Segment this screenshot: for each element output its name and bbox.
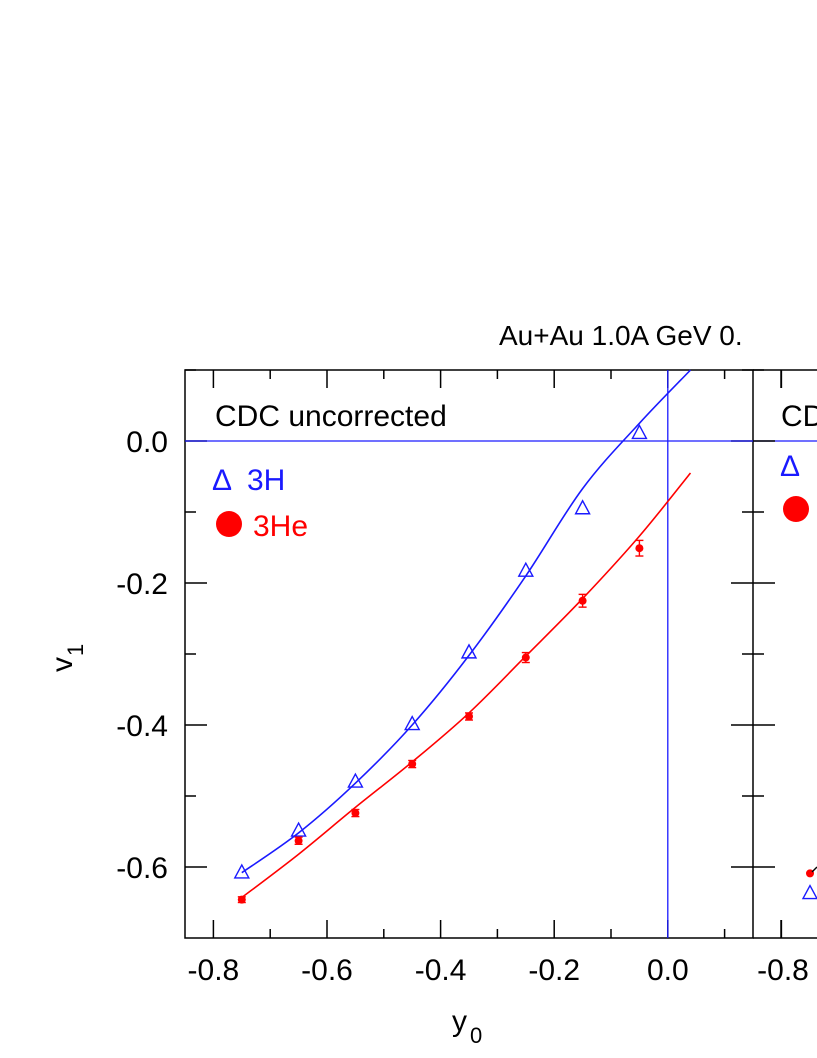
data-point-3H — [404, 715, 421, 731]
x-axis-label: y 0 — [452, 1005, 482, 1048]
x-tick-label: -0.4 — [415, 954, 467, 987]
data-point-3He — [294, 836, 303, 845]
data-point-3He — [408, 760, 417, 769]
x-axis-title: y — [452, 1005, 467, 1038]
data-point-3He — [521, 653, 530, 662]
right-legend-circle-icon — [783, 496, 809, 522]
data-point-3H — [290, 821, 307, 837]
y-axis-label: v 1 — [46, 644, 88, 672]
chart-title: Au+Au 1.0A GeV 0. — [499, 320, 743, 351]
right-panel-label: CD — [781, 400, 817, 433]
data-point-3He — [237, 895, 246, 904]
legend-label-3H: 3H — [247, 464, 285, 497]
y-tick-label: -0.4 — [116, 710, 168, 743]
fit-curves — [241, 369, 692, 899]
legend-circle-icon — [216, 511, 242, 537]
data-point-3H — [631, 424, 648, 440]
data-point-3He — [635, 544, 644, 553]
right-panel-points — [801, 866, 817, 900]
legend: Δ 3H 3He — [212, 464, 308, 543]
x-axis-subscript: 0 — [470, 1023, 482, 1048]
legend-triangle-icon: Δ — [212, 464, 232, 497]
right-point-3H — [801, 884, 817, 900]
fit-curve-3He — [241, 472, 692, 899]
data-point-3H — [347, 772, 364, 788]
y-axis-title: v — [46, 657, 79, 672]
panel-label: CDC uncorrected — [215, 400, 447, 433]
data-point-3He — [465, 712, 473, 721]
fit-curve-3H — [241, 369, 692, 874]
y-tick-label: -0.2 — [116, 568, 168, 601]
legend-label-3He: 3He — [253, 510, 308, 543]
right-x-tick-label: -0.8 — [757, 954, 809, 987]
y-tick-label: 0.0 — [126, 426, 168, 459]
tick-labels: -0.8 -0.6 -0.4 -0.2 0.0 -0.8 0.0 -0.2 -0.4 -0.6 — [116, 426, 809, 987]
y-axis-subscript: 1 — [63, 644, 88, 656]
reference-lines — [185, 370, 817, 938]
right-legend-triangle-icon: Δ — [780, 450, 800, 483]
left-panel: CDC uncorrected Δ 3H 3He — [184, 369, 817, 939]
legend-entry-3He: 3He — [216, 510, 308, 543]
y-tick-label: -0.6 — [116, 852, 168, 885]
data-point-3H — [460, 643, 478, 659]
x-tick-label: -0.6 — [301, 954, 353, 987]
axis-ticks — [185, 369, 783, 938]
data-point-3H — [233, 863, 250, 879]
data-point-3H — [517, 561, 534, 577]
right-panel-partial: CD Δ — [753, 369, 817, 939]
right-panel-ticks — [753, 369, 782, 938]
right-fit-curve — [811, 866, 817, 873]
x-tick-label: -0.8 — [188, 954, 240, 987]
legend-entry-3H: Δ 3H — [212, 464, 285, 497]
data-point-3H — [574, 499, 591, 515]
data-point-3He — [578, 596, 587, 605]
data-point-3He — [351, 809, 360, 818]
x-tick-label: 0.0 — [647, 954, 689, 987]
data-points — [233, 424, 648, 904]
x-tick-label: -0.2 — [528, 954, 580, 987]
